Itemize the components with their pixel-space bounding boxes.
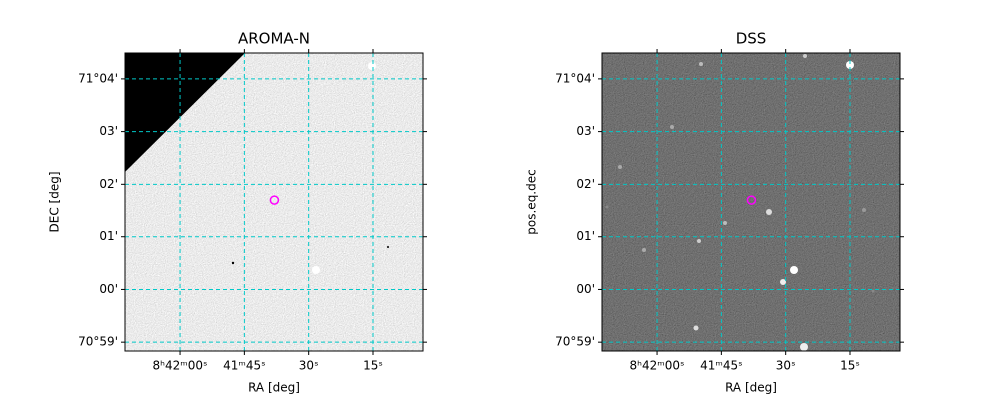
y-tick-label: 02' — [576, 177, 595, 191]
x-tick-label: 41ᵐ45ˢ — [223, 359, 266, 373]
y-tick-label: 70°59' — [555, 335, 595, 349]
target-marker — [746, 195, 757, 205]
x-tick-label: 8ʰ42ᵐ00ˢ — [153, 359, 208, 373]
chart-title: DSS — [736, 30, 767, 48]
x-axis-label: RA [deg] — [725, 381, 777, 395]
y-tick-label: 03' — [576, 124, 595, 138]
y-axis-label: DEC [deg] — [48, 172, 62, 233]
y-tick-label: 03' — [99, 124, 118, 138]
x-tick-label: 30ˢ — [299, 359, 319, 373]
y-tick-label: 01' — [576, 229, 595, 243]
target-marker — [269, 195, 280, 205]
y-tick-label: 02' — [99, 177, 118, 191]
y-tick-label: 71°04' — [78, 71, 118, 85]
chart-title: AROMA-N — [238, 30, 310, 48]
x-tick-label: 15ˢ — [363, 359, 383, 373]
y-axis-label: pos.eq.dec — [525, 169, 539, 234]
axes-frame — [601, 52, 901, 352]
y-tick-label: 70°59' — [78, 335, 118, 349]
image-aroma — [125, 53, 423, 351]
x-axis-label: RA [deg] — [248, 381, 300, 395]
x-tick-label: 30ˢ — [776, 359, 796, 373]
image-dss — [602, 53, 900, 351]
y-tick-label: 71°04' — [555, 71, 595, 85]
x-tick-label: 41ᵐ45ˢ — [700, 359, 743, 373]
y-tick-label: 00' — [576, 282, 595, 296]
x-tick-label: 15ˢ — [840, 359, 860, 373]
x-tick-label: 8ʰ42ᵐ00ˢ — [630, 359, 685, 373]
y-tick-label: 00' — [99, 282, 118, 296]
axes-frame — [124, 52, 424, 352]
y-tick-label: 01' — [99, 229, 118, 243]
